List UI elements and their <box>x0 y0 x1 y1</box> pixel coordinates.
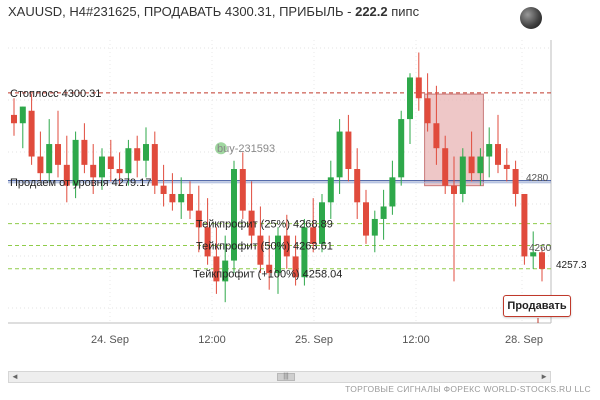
candle-body <box>495 144 501 165</box>
candle-body <box>178 193 185 203</box>
candle-body <box>55 144 61 165</box>
level-label-tp3: Тейкпрофит (+100%) 4258.04 <box>193 269 342 281</box>
candle-body <box>266 264 273 274</box>
candle-body <box>107 156 114 170</box>
candle-body <box>539 252 545 269</box>
candle-body <box>195 210 202 228</box>
candle-body <box>530 252 537 257</box>
candle-body <box>213 256 220 282</box>
candle-body <box>248 210 255 236</box>
candle-body <box>503 164 510 170</box>
x-tick-label: 25. Sep <box>295 334 333 346</box>
scroll-thumb[interactable]: ||| <box>277 373 295 381</box>
candle-body <box>222 260 229 282</box>
window-title: XAUUSD, H4#231625, ПРОДАВАТЬ 4300.31, ПР… <box>8 4 419 19</box>
candle-body <box>380 206 387 219</box>
level-label-tp2: Тейкпрофит (50%) 4263.61 <box>196 241 333 253</box>
buy-marker <box>215 142 227 155</box>
level-labels: Стоплосс 4300.31 buy-231593 Продаем от уро… <box>10 88 342 281</box>
candle-body <box>90 164 97 178</box>
candle-body <box>521 193 528 257</box>
sell-button[interactable]: Продавать <box>503 295 571 317</box>
candle-body <box>134 148 141 161</box>
candle-body <box>398 119 405 178</box>
candle-body <box>451 185 457 194</box>
profit-unit: пипс <box>387 4 420 19</box>
candle-body <box>468 156 475 174</box>
candle-body <box>231 169 237 261</box>
candle-body <box>442 148 449 186</box>
x-tick-label: 12:00 <box>402 334 430 346</box>
candle-body <box>169 193 176 203</box>
y-tick-label: 4280 <box>526 173 549 184</box>
candle-body <box>486 144 493 157</box>
candle-body <box>477 156 484 174</box>
candle-body <box>301 227 308 278</box>
level-label-stoploss: Стоплосс 4300.31 <box>10 88 101 100</box>
candle-body <box>116 169 123 174</box>
horizontal-scrollbar[interactable]: ◄ ||| ► <box>8 371 551 383</box>
candle-body <box>99 156 105 178</box>
candle-body <box>151 144 158 186</box>
candle-body <box>19 106 26 124</box>
candle-body <box>160 185 167 194</box>
candle-body <box>46 144 53 174</box>
candle-body <box>257 235 264 265</box>
globe-icon[interactable] <box>520 7 542 29</box>
candle-body <box>415 77 422 99</box>
candle-body <box>204 227 211 257</box>
candle-body <box>424 98 431 124</box>
candle-body <box>319 202 325 244</box>
candle-body <box>11 114 17 124</box>
candle-body <box>283 235 290 257</box>
x-tick-label: 28. Sep <box>505 334 543 346</box>
candle-body <box>389 177 396 207</box>
candle-body <box>433 123 440 149</box>
candle-body <box>292 256 299 278</box>
candle-body <box>28 110 35 157</box>
candle-body <box>72 139 79 186</box>
candle-body <box>459 156 466 194</box>
candle-body <box>354 169 361 203</box>
title-main: XAUUSD, H4#231625, ПРОДАВАТЬ 4300.31, ПР… <box>8 4 356 19</box>
candle-body <box>143 144 149 161</box>
candle-body <box>371 218 378 236</box>
candle-body <box>363 202 369 236</box>
axis: 24. Sep 12:00 25. Sep 12:00 28. Sep 4280 4260 4… <box>91 173 587 346</box>
profit-value: 222.2 <box>355 4 388 19</box>
candle-body <box>125 148 132 174</box>
candle-body <box>512 169 519 194</box>
candle-body <box>37 156 44 174</box>
candle-body <box>327 177 334 203</box>
candle-body <box>239 169 246 211</box>
level-label-buy: buy-231593 <box>217 143 275 155</box>
x-tick-label: 12:00 <box>198 334 226 346</box>
level-label-entry: Продаем от уровня 4279.17 <box>10 177 151 189</box>
y-tick-label: 4260 <box>529 243 552 254</box>
candle-body <box>345 131 352 170</box>
scroll-left-icon[interactable]: ◄ <box>11 372 19 381</box>
scroll-right-icon[interactable]: ► <box>540 372 548 381</box>
candle-body <box>310 227 317 244</box>
candle-body <box>63 164 70 186</box>
footer-credit: ТОРГОВЫЕ СИГНАЛЫ ФОРЕКС WORLD-STOCKS.RU … <box>345 384 591 394</box>
candle-body <box>407 77 413 120</box>
candle-body <box>336 131 343 178</box>
candle-body <box>81 139 88 165</box>
candle-body <box>187 193 193 211</box>
current-price-label: 4257.3 <box>556 260 587 271</box>
level-label-tp1: Тейкпрофит (25%) 4268.89 <box>196 219 333 231</box>
x-tick-label: 24. Sep <box>91 334 129 346</box>
candles <box>11 52 545 303</box>
candle-body <box>275 235 281 274</box>
